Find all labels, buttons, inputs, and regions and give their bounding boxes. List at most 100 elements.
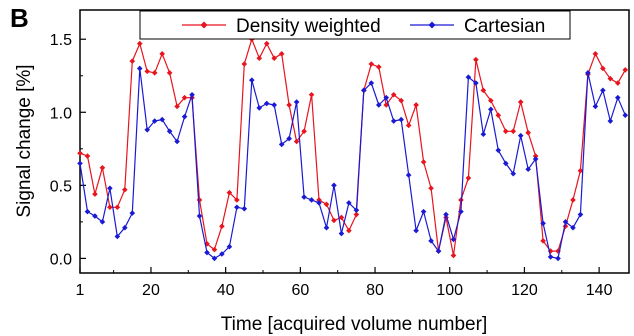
data-point-cartesian (181, 113, 188, 120)
data-point-density-weighted (480, 87, 487, 94)
data-point-density-weighted (174, 103, 180, 110)
data-point-density-weighted (502, 128, 509, 135)
data-point-density-weighted (428, 185, 434, 192)
data-point-density-weighted (204, 240, 210, 247)
data-point-cartesian (465, 74, 472, 81)
data-point-cartesian (92, 213, 98, 219)
panel-label: B (10, 3, 29, 33)
series-cartesian (77, 65, 629, 262)
data-point-density-weighted (226, 189, 233, 196)
data-point-cartesian (248, 77, 255, 83)
data-point-density-weighted (375, 64, 382, 70)
series-line-cartesian (79, 67, 626, 259)
data-point-density-weighted (540, 238, 546, 244)
data-point-cartesian (346, 200, 352, 206)
data-point-cartesian (278, 141, 285, 148)
x-tick-label: 20 (142, 282, 160, 299)
data-point-density-weighted (286, 102, 292, 108)
data-point-density-weighted (92, 191, 98, 197)
x-axis-title: Time [acquired volume number] (221, 314, 487, 335)
legend-marker-density-weighted (200, 21, 208, 29)
data-point-cartesian (458, 208, 464, 215)
series-line-density-weighted (79, 38, 626, 257)
x-tick-label: 100 (436, 282, 463, 299)
data-point-cartesian (510, 170, 517, 177)
data-point-cartesian (353, 207, 360, 213)
data-point-density-weighted (234, 197, 240, 203)
data-point-cartesian (301, 194, 307, 200)
data-point-cartesian (151, 118, 158, 124)
data-point-cartesian (122, 224, 128, 231)
series-layer (77, 36, 629, 262)
legend: Density weighted Cartesian (139, 10, 571, 40)
data-point-cartesian (607, 118, 614, 124)
data-point-density-weighted (331, 217, 337, 224)
data-point-density-weighted (413, 102, 419, 108)
data-point-cartesian (540, 220, 546, 227)
data-point-cartesian (562, 219, 569, 225)
data-point-cartesian (144, 127, 151, 133)
data-point-density-weighted (241, 61, 248, 67)
data-point-cartesian (420, 208, 427, 215)
data-point-cartesian (196, 213, 203, 219)
data-point-cartesian (129, 210, 136, 216)
data-point-cartesian (525, 166, 531, 173)
data-point-density-weighted (338, 214, 345, 221)
y-tick-label: 0.0 (50, 251, 72, 268)
data-point-cartesian (398, 116, 404, 123)
data-point-cartesian (308, 197, 315, 203)
data-point-density-weighted (458, 197, 464, 203)
data-point-cartesian (368, 80, 375, 86)
data-point-cartesian (390, 118, 397, 124)
data-point-density-weighted (122, 186, 128, 193)
data-point-cartesian (99, 219, 106, 225)
data-point-density-weighted (450, 252, 457, 259)
data-point-cartesian (450, 236, 457, 243)
data-point-density-weighted (390, 91, 397, 98)
data-point-density-weighted (107, 204, 113, 211)
data-point-density-weighted (151, 70, 158, 76)
data-point-density-weighted (473, 56, 479, 63)
data-point-density-weighted (159, 51, 165, 57)
data-point-density-weighted (271, 55, 278, 62)
data-point-density-weighted (181, 94, 188, 101)
x-tick-label: 60 (291, 282, 309, 299)
data-point-density-weighted (77, 150, 83, 156)
data-point-cartesian (174, 138, 180, 145)
data-point-cartesian (555, 255, 561, 262)
data-point-density-weighted (278, 51, 285, 57)
data-point-density-weighted (525, 129, 531, 136)
x-tick-label: 140 (586, 282, 613, 299)
data-point-density-weighted (600, 65, 606, 72)
data-point-density-weighted (211, 246, 218, 253)
y-tick-label: 1.0 (50, 105, 72, 122)
axis-ticks (79, 38, 600, 273)
data-point-density-weighted (368, 61, 375, 67)
x-tick-label: 1 (76, 282, 85, 299)
data-point-density-weighted (517, 99, 524, 105)
data-point-cartesian (293, 99, 300, 105)
data-point-density-weighted (398, 97, 404, 104)
data-point-density-weighted (577, 167, 584, 174)
data-point-cartesian (517, 132, 524, 139)
data-point-cartesian (189, 91, 195, 98)
data-point-density-weighted (607, 75, 614, 82)
data-point-density-weighted (592, 51, 599, 57)
data-point-cartesian (622, 112, 629, 118)
data-point-density-weighted (323, 201, 330, 208)
data-point-cartesian (323, 224, 330, 231)
data-point-cartesian (338, 230, 345, 237)
data-point-cartesian (600, 87, 606, 94)
data-point-cartesian (532, 156, 539, 162)
data-point-density-weighted (495, 112, 502, 118)
data-point-density-weighted (405, 122, 412, 129)
data-point-density-weighted (353, 211, 360, 218)
data-point-density-weighted (465, 175, 472, 181)
data-point-density-weighted (570, 197, 576, 203)
data-point-density-weighted (622, 67, 629, 73)
data-point-cartesian (547, 254, 554, 260)
data-point-cartesian (286, 135, 292, 142)
data-point-cartesian (585, 70, 591, 76)
data-point-cartesian (383, 94, 390, 101)
